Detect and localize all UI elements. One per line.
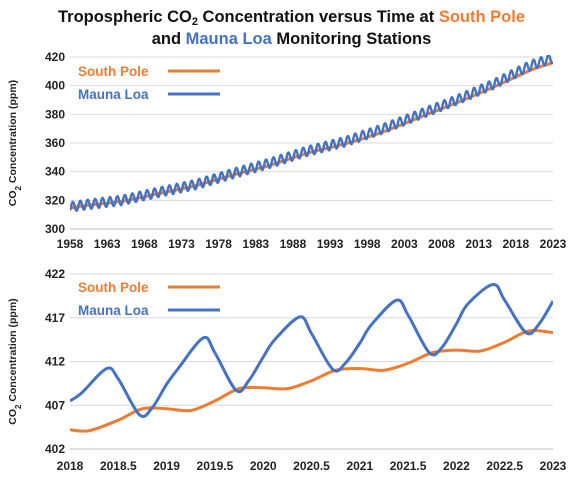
x-tick-label: 2013 bbox=[465, 237, 492, 251]
title-line-1: Tropospheric CO2 Concentration versus Ti… bbox=[0, 6, 583, 28]
x-tick-label: 1983 bbox=[242, 237, 269, 251]
x-tick-label: 2022 bbox=[443, 459, 470, 473]
legend-label: South Pole bbox=[78, 64, 149, 79]
title-line1-prefix: Tropospheric CO bbox=[57, 8, 192, 26]
y-tick-label: 380 bbox=[45, 107, 65, 121]
y-tick-label: 300 bbox=[45, 222, 65, 236]
x-tick-label: 2019 bbox=[153, 459, 180, 473]
x-tick-label: 2019.5 bbox=[197, 459, 234, 473]
y-tick-label: 417 bbox=[45, 311, 65, 325]
title-south-pole: South Pole bbox=[438, 8, 525, 26]
x-tick-label: 2003 bbox=[391, 237, 418, 251]
y-tick-label: 400 bbox=[45, 79, 65, 93]
title-line2-suffix: Monitoring Stations bbox=[271, 30, 432, 48]
chart-1: 300 320 340 360 380 400 420 1958 1963 1968 1973 197… bbox=[7, 50, 567, 251]
x-tick-label: 1973 bbox=[168, 237, 195, 251]
x-tick-label: 1978 bbox=[205, 237, 232, 251]
x-tick-label: 2020.5 bbox=[293, 459, 330, 473]
x-tick-label: 2023 bbox=[540, 237, 567, 251]
legend-label: Mauna Loa bbox=[78, 303, 149, 318]
y-tick-label: 320 bbox=[45, 193, 65, 207]
y-axis-label: CO2 Concentration (ppm) bbox=[7, 298, 23, 424]
south-pole-series-line bbox=[70, 328, 553, 433]
x-tick-label: 2018 bbox=[502, 237, 529, 251]
y-tick-label: 407 bbox=[45, 398, 65, 412]
x-tick-label: 2023 bbox=[540, 459, 567, 473]
x-tick-label: 1998 bbox=[354, 237, 381, 251]
y-tick-label: 340 bbox=[45, 165, 65, 179]
x-tick-label: 2020 bbox=[250, 459, 277, 473]
chart-2: 402 407 412 417 422 2018 2018.5 2019 2019.5 2020 2… bbox=[7, 267, 567, 473]
y-tick-label: 422 bbox=[45, 267, 65, 281]
y-axis-label: CO2 Concentration (ppm) bbox=[7, 80, 23, 206]
x-tick-label: 2018.5 bbox=[100, 459, 137, 473]
title-line1-mid: Concentration versus Time at bbox=[197, 8, 439, 26]
x-tick-label: 2008 bbox=[428, 237, 455, 251]
x-tick-label: 2021.5 bbox=[390, 459, 427, 473]
chart-title: Tropospheric CO2 Concentration versus Ti… bbox=[0, 6, 583, 50]
y-tick-label: 360 bbox=[45, 136, 65, 150]
title-line-2: and Mauna Loa Monitoring Stations bbox=[0, 28, 583, 50]
x-tick-label: 2021 bbox=[346, 459, 373, 473]
x-tick-label: 1958 bbox=[57, 237, 84, 251]
title-line2-and: and bbox=[151, 30, 186, 48]
x-tick-label: 1993 bbox=[317, 237, 344, 251]
title-mauna-loa: Mauna Loa bbox=[185, 30, 272, 48]
y-tick-label: 412 bbox=[45, 355, 65, 369]
mauna-loa-series-line bbox=[70, 283, 553, 419]
x-tick-label: 1963 bbox=[94, 237, 121, 251]
x-tick-label: 1968 bbox=[131, 237, 158, 251]
legend-label: South Pole bbox=[78, 280, 149, 295]
x-tick-label: 2022.5 bbox=[486, 459, 523, 473]
x-tick-label: 2018 bbox=[57, 459, 84, 473]
title-subscript: 2 bbox=[191, 16, 198, 28]
x-tick-label: 1988 bbox=[280, 237, 307, 251]
mauna-loa-series-line bbox=[70, 55, 553, 212]
legend-label: Mauna Loa bbox=[78, 87, 149, 102]
y-tick-label: 420 bbox=[45, 50, 65, 64]
y-tick-label: 402 bbox=[45, 442, 65, 456]
south-pole-series-line bbox=[70, 61, 553, 210]
